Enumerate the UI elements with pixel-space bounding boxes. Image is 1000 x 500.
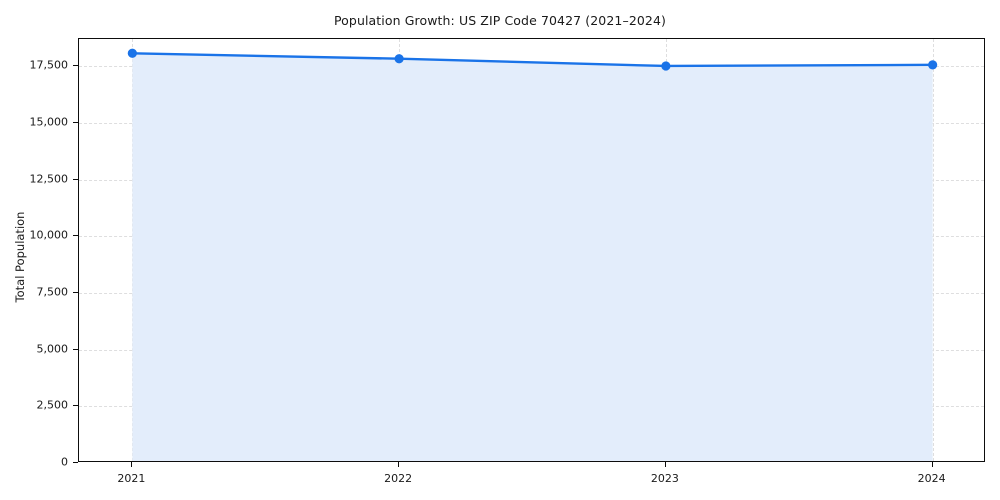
y-tick-mark [73,178,78,180]
y-tick-label: 5,000 [36,342,69,356]
y-axis-tick-labels: 0 2,500 5,000 7,500 10,000 12,500 15,000 17,500 [0,38,69,469]
y-tick-mark [73,291,78,293]
y-tick-label: 15,000 [29,115,69,129]
y-tick-mark [73,65,78,67]
x-tick-mark [131,462,133,467]
x-tick-label: 2024 [917,472,946,485]
area-fill [132,53,933,461]
y-tick-label: 0 [61,455,68,469]
y-tick-label: 7,500 [36,285,69,299]
y-tick-label: 10,000 [29,228,69,242]
data-point-markers [127,48,938,71]
y-tick-mark [73,405,78,407]
x-tick-mark [398,462,400,467]
y-tick-label: 12,500 [29,172,69,186]
data-line [131,52,934,68]
y-tick-label: 2,500 [36,398,69,412]
y-tick-mark [73,462,78,463]
data-layer [127,48,938,461]
chart-title: Population Growth: US ZIP Code 70427 (20… [333,13,667,28]
plot-area [78,38,985,462]
x-tick-mark [664,462,666,467]
data-point [127,48,137,58]
data-point [928,60,938,70]
x-tick-label: 2022 [384,472,413,485]
y-tick-mark [73,121,78,123]
x-tick-label: 2021 [117,472,146,485]
y-tick-mark [73,348,78,350]
data-point [394,54,404,64]
x-tick-label: 2023 [650,472,679,485]
x-tick-mark [931,462,933,467]
y-tick-label: 17,500 [29,58,69,72]
y-tick-mark [73,235,78,237]
x-axis-tick-labels: 2021 2022 2023 2024 [78,462,985,492]
data-point [661,61,671,71]
